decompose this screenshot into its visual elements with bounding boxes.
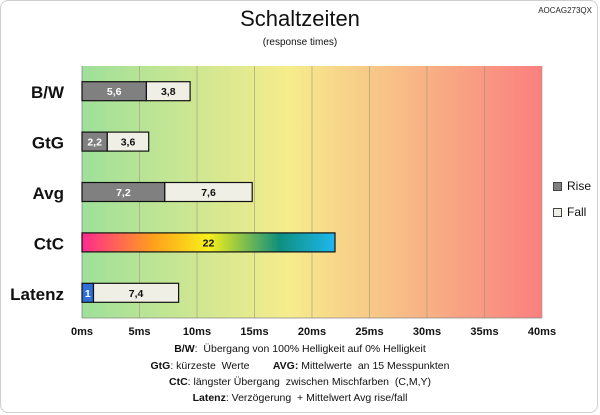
bar-value-label: 7,2 [116,187,131,199]
category-label: B/W [31,83,65,102]
bar-fall [145,81,191,102]
legend-swatch-rise [553,182,562,191]
legend-label-rise: Rise [567,179,592,193]
x-tick-label: 35ms [470,326,498,338]
bar-fall [106,131,150,152]
x-tick-label: 15ms [240,326,268,338]
chart-title: Schaltzeiten [240,6,360,31]
legend-label-fall: Fall [567,205,587,219]
legend-swatch-fall [553,208,562,217]
category-label: GtG [32,134,64,153]
bar-value-label: 7,4 [129,288,144,300]
footnote-ctc: CtC: längster Übergang zwischen Mischfar… [168,376,432,388]
bar-value-label: 3,8 [161,86,176,98]
category-label: Avg [33,184,65,203]
bar-value-label: 3,6 [121,137,136,149]
x-tick-label: 20ms [298,326,326,338]
x-tick-label: 30ms [413,326,441,338]
category-label: Latenz [10,285,64,304]
x-tick-label: 40ms [528,326,556,338]
x-tick-label: 0ms [71,326,93,338]
bar-fall [164,181,253,203]
footnote-bw: B/W: Übergang von 100% Helligkeit auf 0%… [174,343,426,355]
x-tick-label: 10ms [183,326,211,338]
bar-value-label: 2,2 [87,137,102,149]
bar-value-label: 5,6 [107,86,122,98]
bar-value-label: 7,6 [201,187,216,199]
x-tick-label: 5ms [128,326,150,338]
bar-value-label: 1 [85,288,91,300]
chart-subtitle: (response times) [262,37,338,48]
category-label: CtC [34,234,64,253]
model-label: AOCAG273QX [538,6,592,15]
footnote-gtg: GtG: kürzeste Werte AVG: Mittelwerte an … [150,360,450,372]
footnote-latenz: Latenz: Verzögerung + Mittelwert Avg ris… [192,392,408,404]
bar-value-label: 22 [203,237,215,249]
x-tick-label: 25ms [355,326,383,338]
bar-ctc [81,232,336,253]
bar-latency-avg [92,282,180,303]
